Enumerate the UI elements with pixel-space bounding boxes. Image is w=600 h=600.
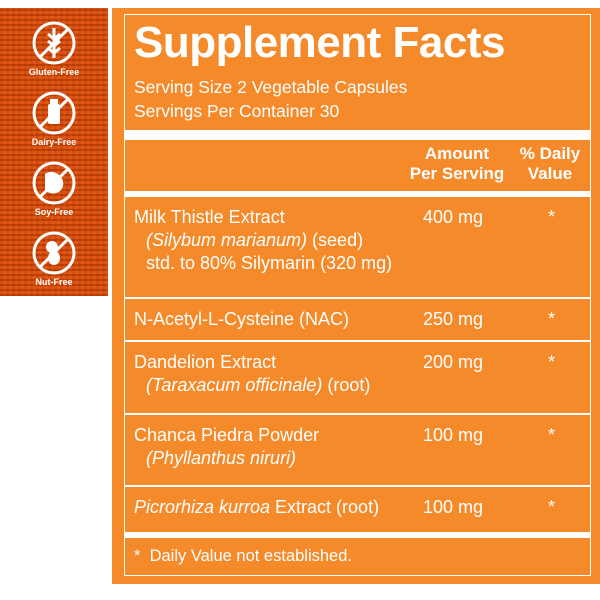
page-title: Supplement Facts — [134, 18, 505, 67]
wheat-crossed-icon — [32, 21, 76, 65]
daily-value: * — [548, 309, 556, 329]
plant-part: (root) — [322, 375, 371, 395]
soybean-crossed-icon — [32, 161, 76, 205]
plant-part: (seed) — [307, 230, 364, 250]
serving-size: Serving Size 2 Vegetable Capsules — [134, 77, 408, 97]
ingredient-name: Extract (root) — [270, 497, 380, 517]
divider-thick — [124, 130, 591, 140]
amount: 400 mg — [423, 207, 484, 227]
latin-name: (Taraxacum officinale) — [146, 375, 323, 395]
peanut-crossed-icon — [32, 231, 76, 275]
daily-value-header: % Daily Value — [515, 144, 585, 184]
badge-label: Gluten-Free — [28, 67, 80, 77]
latin-name: Picrorhiza kurroa — [134, 497, 271, 517]
amount: 100 mg — [423, 425, 484, 445]
badge-nut-free: Nut-Free — [0, 230, 108, 287]
divider-thin — [124, 413, 591, 415]
supplement-facts-panel — [112, 8, 600, 584]
ingredient-row: Milk Thistle Extract (Silybum marianum) … — [134, 206, 392, 275]
amount: 200 mg — [423, 352, 484, 372]
latin-name: (Phyllanthus niruri) — [146, 448, 297, 468]
ingredient-source: (Silybum marianum) (seed) — [134, 229, 392, 252]
ingredient-source: (Taraxacum officinale) (root) — [134, 374, 370, 397]
badge-label: Nut-Free — [35, 277, 73, 287]
ingredient-name: Dandelion Extract — [134, 352, 277, 372]
header-line: Amount — [424, 144, 490, 163]
ingredient-row: Dandelion Extract (Taraxacum officinale)… — [134, 351, 370, 397]
ingredient-row: Chanca Piedra Powder (Phyllanthus niruri… — [134, 424, 319, 470]
divider-thin — [124, 485, 591, 487]
footnote: * Daily Value not established. — [134, 547, 352, 565]
header-line: % Daily — [519, 144, 581, 163]
latin-name: (Silybum marianum) — [146, 230, 308, 250]
ingredient-row: Picrorhiza kurroa Extract (root) — [134, 496, 379, 519]
ingredient-name: N-Acetyl-L-Cysteine (NAC) — [134, 309, 350, 329]
divider-thin — [124, 297, 591, 299]
badge-label: Dairy-Free — [31, 137, 77, 147]
amount: 250 mg — [423, 309, 484, 329]
badge-label: Soy-Free — [34, 207, 74, 217]
badge-dairy-free: Dairy-Free — [0, 90, 108, 147]
servings-per-container: Servings Per Container 30 — [134, 101, 340, 121]
ingredient-name: Chanca Piedra Powder — [134, 425, 320, 445]
badge-soy-free: Soy-Free — [0, 160, 108, 217]
daily-value: * — [548, 352, 556, 372]
amount: 100 mg — [423, 497, 484, 517]
amount-header: Amount Per Serving — [404, 144, 510, 184]
bottle-crossed-icon — [32, 91, 76, 135]
divider-medium — [124, 532, 591, 538]
divider-medium — [124, 191, 591, 197]
divider-thin — [124, 340, 591, 342]
standardization: std. to 80% Silymarin (320 mg) — [146, 253, 393, 273]
daily-value: * — [548, 425, 556, 445]
panel-border — [124, 14, 591, 576]
ingredient-name: Milk Thistle Extract — [134, 207, 285, 227]
header-line: Value — [527, 164, 573, 183]
header-line: Per Serving — [409, 164, 505, 183]
daily-value: * — [548, 497, 556, 517]
daily-value: * — [548, 207, 556, 227]
badge-gluten-free: Gluten-Free — [0, 20, 108, 77]
